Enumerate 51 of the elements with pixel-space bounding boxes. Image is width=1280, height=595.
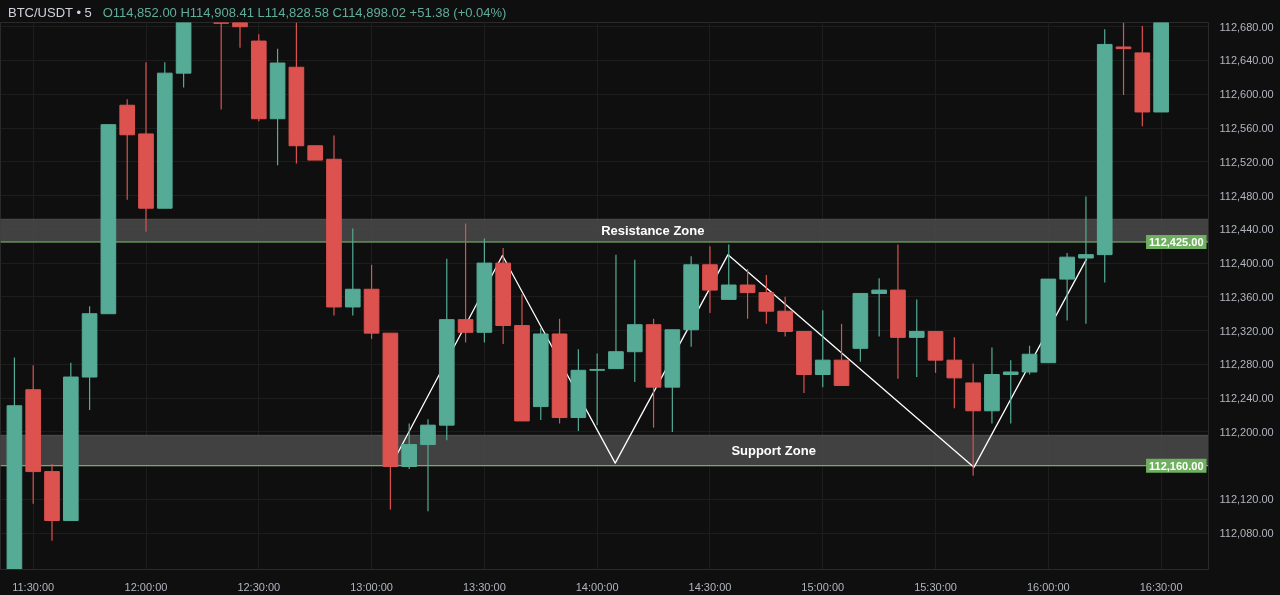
band-label: Resistance Zone — [601, 223, 705, 239]
candlestick — [777, 296, 793, 338]
y-tick-label: 112,360.00 — [1219, 290, 1274, 303]
y-tick-label: 112,640.00 — [1219, 54, 1274, 67]
y-tick-label: 112,600.00 — [1219, 88, 1274, 101]
x-tick-label: 12:00:00 — [124, 580, 168, 593]
x-tick-label: 16:00:00 — [1026, 580, 1070, 593]
y-tick-label: 112,400.00 — [1219, 257, 1274, 270]
ref-line-label: 112,425.00 — [1149, 235, 1204, 248]
x-tick-label: 15:00:00 — [801, 580, 845, 593]
y-tick-label: 112,120.00 — [1219, 493, 1274, 506]
candlestick — [1115, 22, 1132, 96]
x-tick-label: 12:30:00 — [237, 580, 281, 593]
y-tick-label: 112,560.00 — [1219, 122, 1274, 135]
candlestick — [908, 298, 925, 378]
candlestick — [739, 268, 756, 320]
subtitle: O114,852.00 H114,908.41 L114,828.58 C114,898.02 +51.38 (+0.04%) — [102, 5, 507, 20]
x-tick-label: 16:30:00 — [1139, 580, 1183, 593]
ref-line-label: 112,160.00 — [1149, 459, 1204, 472]
x-tick-label: 15:30:00 — [914, 580, 957, 593]
y-tick-label: 112,200.00 — [1219, 425, 1274, 438]
x-tick-label: 13:00:00 — [350, 580, 393, 593]
candlestick — [420, 418, 436, 512]
title: BTC/USDT • 5 — [8, 5, 92, 20]
candlestick — [946, 336, 963, 409]
candlestick — [1021, 345, 1038, 376]
candlestick — [608, 254, 624, 370]
candlestick — [758, 274, 775, 325]
candlestick — [1059, 252, 1075, 322]
y-tick-label: 112,480.00 — [1219, 189, 1274, 202]
y-tick-label: 112,440.00 — [1219, 223, 1274, 236]
x-tick-label: 14:00:00 — [575, 580, 619, 593]
candlestick — [457, 222, 474, 344]
y-tick-label: 112,240.00 — [1219, 392, 1274, 405]
candlestick — [589, 352, 605, 426]
y-tick-label: 112,080.00 — [1219, 527, 1274, 540]
y-tick-label: 112,280.00 — [1219, 358, 1274, 371]
x-tick-label: 14:30:00 — [688, 580, 732, 593]
candlestick — [720, 243, 737, 300]
y-tick-label: 112,680.00 — [1219, 20, 1274, 33]
x-tick-label: 11:30:00 — [12, 580, 55, 593]
candlestick — [871, 277, 887, 338]
y-tick-label: 112,520.00 — [1219, 155, 1274, 168]
band-label: Support Zone — [731, 442, 816, 458]
candlestick — [344, 227, 361, 317]
x-tick-label: 13:30:00 — [462, 580, 506, 593]
candlestick — [401, 422, 418, 470]
candlestick — [1002, 359, 1019, 425]
candlestick — [1078, 195, 1094, 325]
candlestick — [814, 309, 831, 388]
y-tick-label: 112,320.00 — [1219, 324, 1274, 337]
